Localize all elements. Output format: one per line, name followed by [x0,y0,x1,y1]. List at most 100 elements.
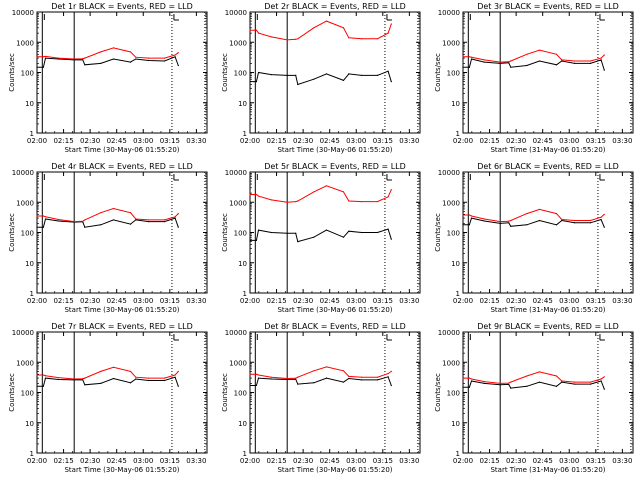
data-point-events [470,217,473,219]
data-point-events [462,386,464,388]
data-point-lld [100,51,102,53]
data-point-events [313,382,315,384]
data-point-events [468,386,470,388]
data-point-lld [84,219,86,221]
data-point-events [57,58,59,60]
panel-title: Det 9r BLACK = Events, RED = LLD [477,322,619,331]
data-point-events [499,384,501,386]
x-tick-label: 02:15 [53,137,73,145]
data-point-events [257,377,260,379]
data-point-lld [84,377,86,379]
y-tick-label: 10 [238,260,247,268]
data-point-events [295,74,297,76]
x-tick-label: 02:30 [80,297,100,305]
y-tick-label: 10 [25,100,34,108]
data-point-events [538,219,541,222]
x-tick-label: 02:45 [320,457,340,465]
data-point-events [600,218,602,221]
data-point-lld [257,374,260,376]
data-point-events [36,385,38,387]
data-point-events [561,219,563,222]
data-point-lld [600,57,602,59]
x-axis-title: Start Time (30-May-06 01:55:20) [64,146,179,154]
data-point-lld [286,377,288,380]
x-tick-label: 03:15 [373,137,393,145]
y-tick-label: 10000 [12,329,34,337]
x-tick-label: 02:15 [53,457,73,465]
data-point-events [44,377,47,379]
data-point-events [508,222,510,224]
data-point-lld [499,61,501,63]
data-point-lld [36,374,38,376]
data-point-events [508,62,510,64]
data-point-events [361,231,363,234]
y-tick-label: 1000 [442,39,460,47]
data-point-lld [249,373,251,375]
x-tick-label: 03:15 [373,457,393,465]
data-point-lld [57,377,59,379]
y-tick-label: 10 [25,420,34,428]
data-point-events [348,73,350,75]
data-point-lld [342,191,345,193]
data-point-lld [313,370,315,372]
y-axis-title: Counts/sec [221,213,229,252]
x-tick-label: 03:30 [399,297,419,305]
y-tick-label: 1000 [442,359,460,367]
data-point-lld [483,59,485,61]
x-axis-title: Start Time (30-May-06 01:55:20) [64,306,179,314]
data-point-lld [361,201,363,203]
data-point-events [249,81,251,83]
data-point-events [538,60,541,62]
panel-3: Det 3r BLACK = Events, RED = LLD 1 10 100 10… [434,2,634,154]
x-tick-label: 02:00 [453,457,473,465]
data-point-lld [286,201,288,203]
data-point-lld [112,366,115,368]
x-tick-label: 03:00 [346,457,366,465]
data-point-lld [574,60,576,62]
data-point-lld [603,376,605,378]
y-tick-label: 1 [243,130,247,138]
panel-title: Det 8r BLACK = Events, RED = LLD [264,322,406,331]
x-tick-label: 02:30 [506,457,526,465]
data-point-lld [574,381,576,383]
x-tick-label: 03:15 [160,457,180,465]
data-point-lld [538,371,541,373]
x-axis-title: Start Time (30-May-06 01:55:20) [277,466,392,474]
x-tick-label: 03:15 [373,297,393,305]
data-point-events [135,378,137,380]
data-point-events [82,379,84,381]
y-axis-title: Counts/sec [8,373,16,412]
data-point-events [42,385,45,387]
panel-title: Det 5r BLACK = Events, RED = LLD [264,162,406,171]
data-point-events [57,220,59,222]
data-point-events [342,236,345,238]
data-point-lld [129,370,132,372]
data-point-events [177,385,179,387]
x-tick-label: 03:15 [160,137,180,145]
x-tick-label: 02:15 [479,297,499,305]
data-point-events [36,226,38,228]
data-point-events [499,62,501,64]
x-tick-label: 03:00 [559,297,579,305]
data-point-events [100,382,102,384]
y-tick-label: 10000 [225,9,247,17]
x-tick-label: 02:45 [320,297,340,305]
data-point-lld [148,219,150,221]
data-point-lld [462,56,464,58]
data-point-lld [561,59,563,61]
x-tick-label: 03:30 [399,457,419,465]
y-tick-label: 1000 [229,359,247,367]
y-tick-label: 10000 [12,9,34,17]
data-point-lld [255,193,257,196]
panel-title: Det 7r BLACK = Events, RED = LLD [51,322,193,331]
y-tick-label: 10000 [225,329,247,337]
panel-title: Det 6r BLACK = Events, RED = LLD [477,162,619,171]
data-point-lld [270,36,272,38]
data-point-events [249,384,251,387]
data-point-lld [538,49,541,51]
panel-2: Det 2r BLACK = Events, RED = LLD 1 10 100 10… [221,2,421,154]
x-tick-label: 03:15 [586,457,606,465]
data-point-lld [470,378,473,380]
panel-4: Det 4r BLACK = Events, RED = LLD 1 10 100 10… [8,162,208,314]
